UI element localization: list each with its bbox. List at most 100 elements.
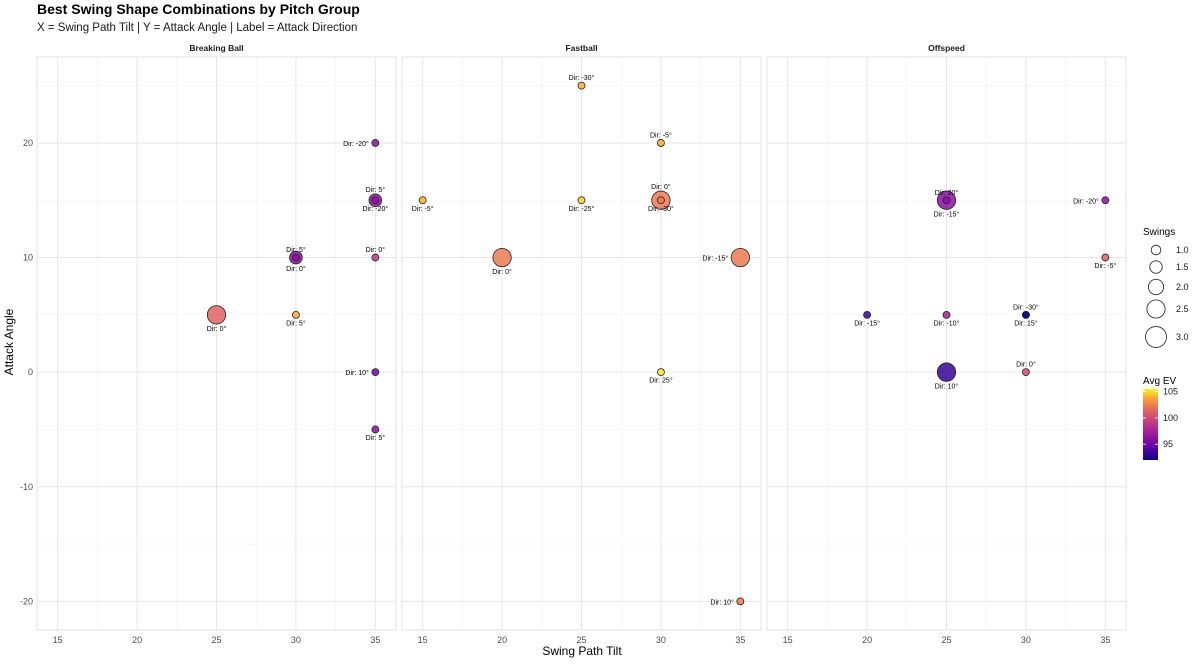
point-label: Dir: 0° xyxy=(651,183,671,191)
size-legend-key xyxy=(1147,278,1165,296)
point-label: Dir: 0° xyxy=(366,246,386,254)
color-legend-label: 100 xyxy=(1163,413,1178,423)
color-legend-label: 95 xyxy=(1163,439,1173,449)
x-tick-label: 30 xyxy=(656,635,666,645)
x-tick-label: 15 xyxy=(53,635,63,645)
data-point xyxy=(942,310,951,319)
data-point xyxy=(371,425,380,434)
point-label: Dir: -25° xyxy=(569,205,595,213)
point-label: Dir: 10° xyxy=(345,369,369,377)
data-point xyxy=(292,310,300,319)
facet-panel-2: Offspeed 15 20 25 30 35 Dir: 20° Dir: -15° Dir: … xyxy=(766,43,1127,645)
x-tick-label: 25 xyxy=(211,635,221,645)
point-label: Dir: -5° xyxy=(412,205,434,213)
point-label: Dir: -30° xyxy=(569,74,595,82)
color-legend-title: Avg EV xyxy=(1143,376,1176,387)
x-tick-label: 35 xyxy=(370,635,380,645)
x-tick-label: 35 xyxy=(1100,635,1110,645)
y-tick-label: -20 xyxy=(20,596,33,606)
data-point xyxy=(292,253,300,262)
size-legend-label: 2.5 xyxy=(1176,304,1189,314)
point-label: Dir: -20° xyxy=(362,205,388,213)
data-point xyxy=(577,81,586,90)
point-label: Dir: 10° xyxy=(710,598,734,606)
facet-panel-0: Breaking Ball 15 20 25 30 35 20 10 0 -10 -20 Dir: -… xyxy=(20,43,397,645)
data-point xyxy=(730,247,750,268)
data-point xyxy=(577,196,586,205)
data-point xyxy=(863,310,871,319)
point-label: Dir: 25° xyxy=(649,377,673,385)
data-point xyxy=(936,362,957,382)
data-point xyxy=(657,196,665,205)
point-label: Dir: -15° xyxy=(702,255,728,263)
data-point xyxy=(371,196,380,205)
x-tick-label: 20 xyxy=(132,635,142,645)
point-label: Dir: 0° xyxy=(286,265,306,273)
point-label: Dir: -15° xyxy=(854,319,880,327)
point-label: Dir: -5° xyxy=(1094,262,1116,270)
y-tick-label: 20 xyxy=(23,138,33,148)
x-tick-label: 30 xyxy=(1021,635,1031,645)
point-label: Dir: -20° xyxy=(343,140,369,148)
point-label: Dir: 0° xyxy=(207,325,227,333)
x-tick-label: 25 xyxy=(941,635,951,645)
point-label: Dir: -15° xyxy=(934,210,960,218)
data-point xyxy=(657,139,665,147)
chart-title: Best Swing Shape Combinations by Pitch G… xyxy=(37,1,360,17)
data-point xyxy=(371,368,380,377)
point-label: Dir: 5° xyxy=(366,186,386,194)
size-legend-label: 3.0 xyxy=(1176,332,1189,342)
y-tick-label: -10 xyxy=(20,482,33,492)
data-point xyxy=(371,139,380,147)
facet-panels: Breaking Ball 15 20 25 30 35 20 10 0 -10 -20 Dir: -… xyxy=(20,43,1127,645)
chart-subtitle: X = Swing Path Tilt | Y = Attack Angle |… xyxy=(37,22,357,34)
point-label: Dir: 5° xyxy=(286,246,306,254)
y-tick-label: 0 xyxy=(28,367,33,377)
data-point xyxy=(657,368,665,377)
y-tick-label: 10 xyxy=(23,253,33,263)
point-label: Dir: 5° xyxy=(366,434,386,442)
size-legend-key xyxy=(1149,260,1163,274)
point-label: Dir: -5° xyxy=(650,131,672,139)
data-point xyxy=(492,247,512,268)
x-axis-label: Swing Path Tilt xyxy=(542,644,622,658)
data-point xyxy=(418,196,427,205)
data-point xyxy=(942,196,951,205)
color-legend-label: 105 xyxy=(1163,387,1178,397)
point-label: Dir: -30° xyxy=(648,205,674,213)
facet-panel-1: Fastball 15 20 25 30 35 Dir: -30° Dir: -5° Dir: … xyxy=(401,43,762,645)
x-tick-label: 35 xyxy=(735,635,745,645)
point-label: Dir: 10° xyxy=(935,382,959,390)
size-legend-label: 1.0 xyxy=(1176,245,1189,255)
x-tick-label: 20 xyxy=(862,635,872,645)
x-tick-label: 15 xyxy=(783,635,793,645)
point-label: Dir: -20° xyxy=(1073,197,1099,205)
point-label: Dir: 5° xyxy=(286,319,306,327)
point-label: Dir: 20° xyxy=(935,189,959,197)
facet-title: Offspeed xyxy=(928,43,965,53)
data-point xyxy=(1022,310,1030,319)
size-legend-key xyxy=(1146,299,1166,319)
data-point xyxy=(371,253,380,262)
x-tick-label: 30 xyxy=(291,635,301,645)
x-tick-label: 25 xyxy=(576,635,586,645)
size-legend-title: Swings xyxy=(1143,227,1175,238)
data-point xyxy=(1022,368,1030,377)
x-tick-label: 20 xyxy=(497,635,507,645)
facet-title: Fastball xyxy=(565,43,597,53)
data-point xyxy=(1101,253,1110,262)
data-point xyxy=(206,305,227,325)
point-label: Dir: 0° xyxy=(1016,361,1036,369)
size-legend-label: 1.5 xyxy=(1176,262,1189,272)
data-point xyxy=(736,597,745,606)
y-axis-label: Attack Angle xyxy=(2,308,16,375)
data-point xyxy=(1101,196,1110,205)
point-label: Dir: 0° xyxy=(492,268,512,276)
point-label: Dir: 15° xyxy=(1014,319,1038,327)
color-bar xyxy=(1143,389,1158,460)
point-label: Dir: -30° xyxy=(1013,303,1039,311)
size-legend-key xyxy=(1150,244,1162,256)
